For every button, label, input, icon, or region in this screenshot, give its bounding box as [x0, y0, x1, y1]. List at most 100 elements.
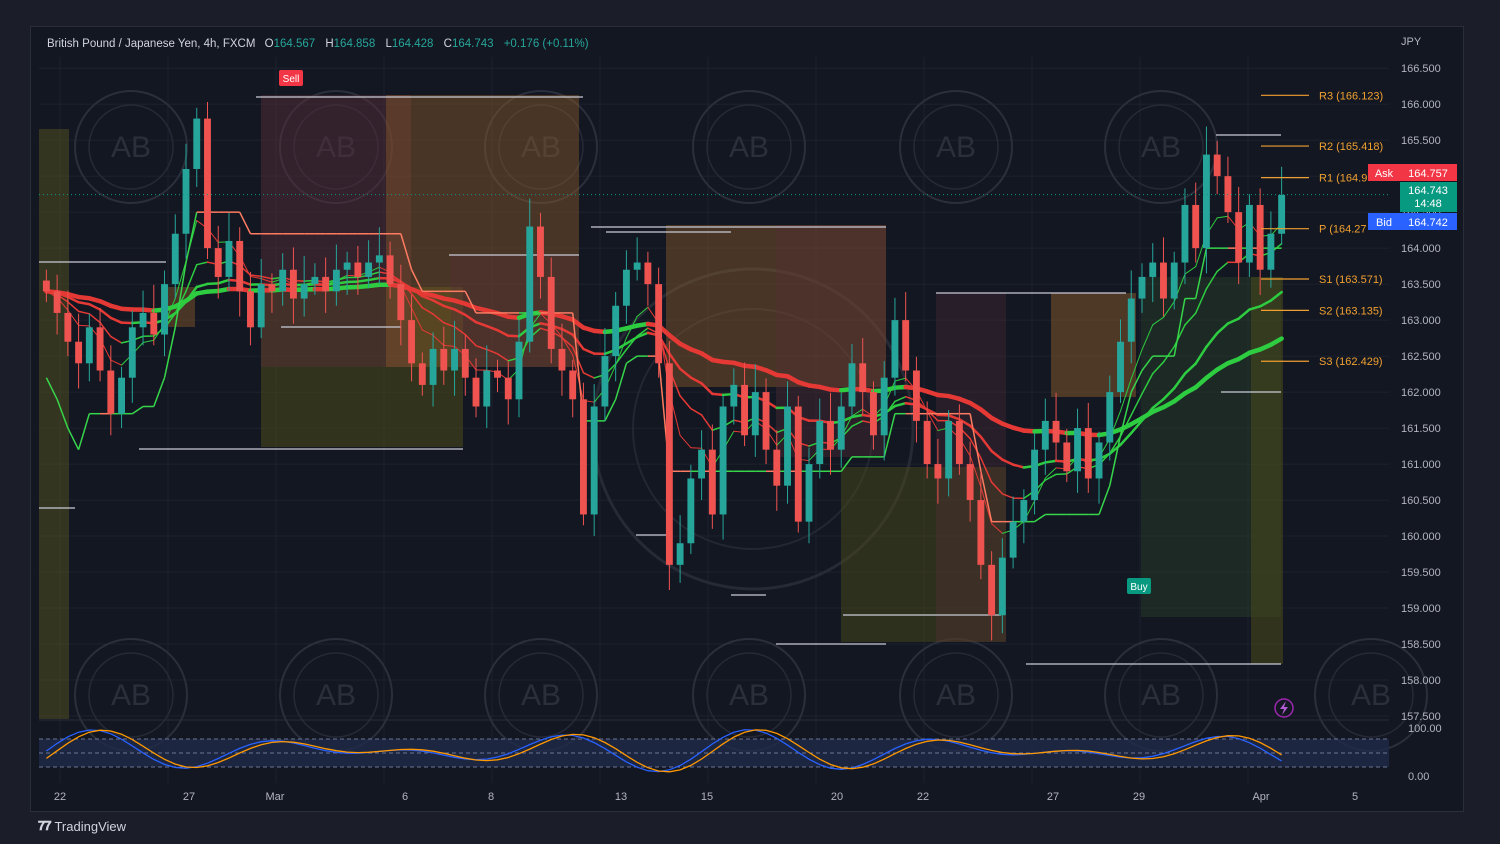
candle: [386, 241, 394, 299]
candle-body: [537, 226, 544, 277]
candle-body: [64, 312, 72, 342]
candle: [612, 292, 620, 382]
trend-ma-segment: [411, 307, 423, 331]
bid-tag-bg: [1368, 213, 1400, 230]
watermark-logo-letters: AB: [111, 131, 151, 164]
trend-ma-segment: [690, 407, 703, 416]
candle-body: [1074, 428, 1081, 472]
watermark-logo-letters: AB: [521, 679, 561, 712]
candles[interactable]: [39, 102, 1389, 641]
watermark-seal-inner: [293, 652, 379, 738]
candle: [64, 290, 72, 357]
price-tick: 160.500: [1401, 495, 1441, 507]
candle-body: [1031, 449, 1039, 501]
candle-body: [408, 320, 416, 364]
trend-ma-segment: [700, 382, 714, 396]
time-tick: 13: [615, 791, 627, 803]
watermark-logo-letters: AB: [1351, 679, 1391, 712]
candle: [698, 430, 706, 501]
lightning-icon[interactable]: [1274, 698, 1294, 718]
candle: [1127, 270, 1135, 364]
trend-ma-segment: [432, 313, 445, 324]
candle-body: [977, 500, 985, 565]
candle: [1192, 182, 1200, 263]
candle: [1106, 375, 1114, 461]
candle: [1074, 408, 1081, 493]
trend-ma-segment: [1130, 419, 1144, 435]
candle-body: [118, 377, 125, 414]
trailing-stop-segment: [1194, 247, 1208, 299]
candle-body: [1278, 194, 1286, 234]
candle: [354, 245, 362, 295]
candle: [1203, 126, 1210, 274]
signal-label: Buy: [1130, 582, 1147, 593]
candle-body: [580, 399, 587, 515]
trend-ma-segment: [1205, 270, 1218, 290]
price-axis[interactable]: 166.500166.000165.500165.000164.500164.0…: [1401, 63, 1441, 723]
candle: [912, 356, 920, 443]
candle: [96, 307, 104, 382]
candle: [483, 345, 491, 429]
trend-ma-segment: [1119, 431, 1133, 447]
trend-ma-segment: [980, 457, 993, 483]
trend-ma-segment: [496, 328, 510, 337]
price-tick: 166.000: [1401, 99, 1441, 111]
trend-ma-segment: [980, 486, 993, 525]
trailing-stop-segment: [625, 355, 638, 364]
candle: [1213, 140, 1221, 195]
trend-ma-segment: [367, 276, 381, 282]
trade-signals[interactable]: Sell Buy: [279, 70, 1151, 594]
time-axis[interactable]: 22 27 Mar 6 8 13 15 20 22 27 29 Apr 5: [54, 791, 1358, 803]
candle: [751, 364, 759, 457]
time-tick: 6: [402, 791, 408, 803]
candle: [343, 251, 351, 295]
trend-ma-segment: [98, 308, 113, 320]
candle: [794, 395, 802, 533]
pivot-label: R2 (165.418): [1319, 141, 1383, 153]
time-tick: 15: [701, 791, 713, 803]
trend-ma-segment: [109, 316, 123, 324]
candle: [268, 273, 276, 313]
trend-ma-segment: [249, 274, 262, 278]
candle: [150, 284, 158, 346]
trend-ma-segment: [561, 336, 574, 348]
candle: [193, 107, 201, 187]
trend-ma-segment: [636, 306, 649, 317]
candle-body: [633, 262, 641, 270]
trend-ma-segment: [572, 354, 584, 401]
candle-body: [451, 348, 458, 371]
candle: [1009, 496, 1017, 569]
candle-body: [85, 327, 93, 364]
candle-body: [461, 348, 469, 378]
osc-tick: 100.00: [1408, 723, 1442, 735]
trailing-stop-segment: [67, 427, 80, 451]
trend-ma-segment: [690, 447, 703, 449]
candle: [236, 227, 244, 317]
watermark-logo-letters: AB: [111, 679, 151, 712]
trend-ma-segment: [443, 344, 456, 347]
trend-ma-segment: [1140, 406, 1154, 422]
candle: [902, 292, 910, 382]
candle-body: [289, 269, 297, 299]
candle-body: [794, 406, 802, 522]
candle-body: [257, 284, 265, 328]
time-tick: Mar: [266, 791, 285, 803]
candle-body: [96, 327, 104, 371]
time-tick: 22: [54, 791, 66, 803]
trend-ma-segment: [1130, 349, 1143, 380]
close-label: C: [444, 38, 452, 50]
candle: [1267, 211, 1275, 288]
watermark-logo-letters: AB: [316, 131, 356, 164]
candle-body: [1106, 392, 1114, 443]
candle: [633, 237, 641, 281]
candle-body: [891, 320, 899, 378]
trend-ma-segment: [216, 278, 231, 285]
tradingview-brand[interactable]: 𝟕𝟕 TradingView: [38, 818, 126, 834]
candle: [461, 335, 469, 396]
trend-ma-segment: [184, 285, 198, 303]
candle: [418, 352, 426, 396]
candle: [773, 430, 781, 511]
candle-body: [827, 420, 834, 450]
trend-ma-segment: [1258, 299, 1273, 308]
